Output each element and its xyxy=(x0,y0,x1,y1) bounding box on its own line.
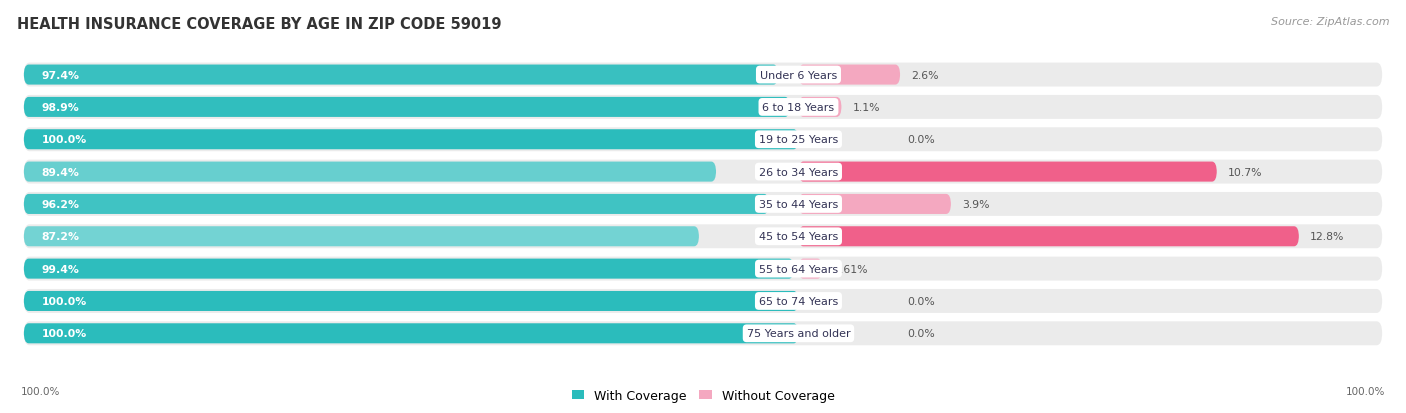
Text: 3.9%: 3.9% xyxy=(962,199,990,209)
FancyBboxPatch shape xyxy=(799,227,1299,247)
FancyBboxPatch shape xyxy=(24,162,716,182)
Text: 0.61%: 0.61% xyxy=(834,264,868,274)
FancyBboxPatch shape xyxy=(24,225,1382,249)
FancyBboxPatch shape xyxy=(24,257,1382,281)
Text: 2.6%: 2.6% xyxy=(911,70,939,81)
Text: 26 to 34 Years: 26 to 34 Years xyxy=(759,167,838,177)
Text: 100.0%: 100.0% xyxy=(42,296,87,306)
Text: 87.2%: 87.2% xyxy=(42,232,80,242)
FancyBboxPatch shape xyxy=(24,289,1382,313)
Text: 35 to 44 Years: 35 to 44 Years xyxy=(759,199,838,209)
Text: 45 to 54 Years: 45 to 54 Years xyxy=(759,232,838,242)
Text: 96.2%: 96.2% xyxy=(42,199,80,209)
Text: 19 to 25 Years: 19 to 25 Years xyxy=(759,135,838,145)
Text: 1.1%: 1.1% xyxy=(852,103,880,113)
Text: 65 to 74 Years: 65 to 74 Years xyxy=(759,296,838,306)
FancyBboxPatch shape xyxy=(24,259,794,279)
FancyBboxPatch shape xyxy=(24,195,769,214)
Text: 100.0%: 100.0% xyxy=(42,328,87,339)
FancyBboxPatch shape xyxy=(24,323,799,344)
FancyBboxPatch shape xyxy=(24,64,1382,87)
FancyBboxPatch shape xyxy=(24,96,1382,120)
Text: 6 to 18 Years: 6 to 18 Years xyxy=(762,103,835,113)
Text: 0.0%: 0.0% xyxy=(908,328,935,339)
FancyBboxPatch shape xyxy=(24,130,799,150)
FancyBboxPatch shape xyxy=(24,227,699,247)
Text: 89.4%: 89.4% xyxy=(42,167,79,177)
Text: 100.0%: 100.0% xyxy=(42,135,87,145)
FancyBboxPatch shape xyxy=(799,97,841,118)
Text: 0.0%: 0.0% xyxy=(908,135,935,145)
Text: 100.0%: 100.0% xyxy=(21,387,60,396)
FancyBboxPatch shape xyxy=(24,291,799,311)
Text: 97.4%: 97.4% xyxy=(42,70,80,81)
Text: 75 Years and older: 75 Years and older xyxy=(747,328,851,339)
FancyBboxPatch shape xyxy=(24,192,1382,216)
Text: 10.7%: 10.7% xyxy=(1227,167,1263,177)
FancyBboxPatch shape xyxy=(799,195,950,214)
FancyBboxPatch shape xyxy=(24,322,1382,345)
Text: 12.8%: 12.8% xyxy=(1310,232,1344,242)
Text: 0.0%: 0.0% xyxy=(908,296,935,306)
Text: HEALTH INSURANCE COVERAGE BY AGE IN ZIP CODE 59019: HEALTH INSURANCE COVERAGE BY AGE IN ZIP … xyxy=(17,17,502,31)
Text: Under 6 Years: Under 6 Years xyxy=(759,70,837,81)
Text: 100.0%: 100.0% xyxy=(1346,387,1385,396)
FancyBboxPatch shape xyxy=(24,160,1382,184)
FancyBboxPatch shape xyxy=(799,162,1216,182)
FancyBboxPatch shape xyxy=(24,128,1382,152)
Text: 99.4%: 99.4% xyxy=(42,264,79,274)
Text: 55 to 64 Years: 55 to 64 Years xyxy=(759,264,838,274)
FancyBboxPatch shape xyxy=(24,65,779,85)
FancyBboxPatch shape xyxy=(799,65,900,85)
Text: 98.9%: 98.9% xyxy=(42,103,79,113)
FancyBboxPatch shape xyxy=(799,259,823,279)
Text: Source: ZipAtlas.com: Source: ZipAtlas.com xyxy=(1271,17,1389,26)
FancyBboxPatch shape xyxy=(24,97,790,118)
Legend: With Coverage, Without Coverage: With Coverage, Without Coverage xyxy=(567,384,839,407)
